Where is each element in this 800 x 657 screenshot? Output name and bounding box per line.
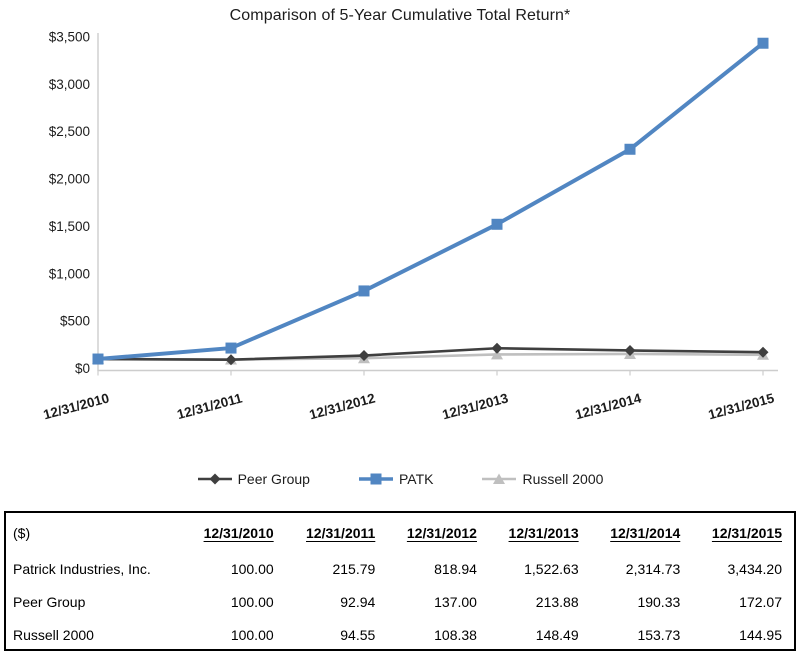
square-marker-icon — [370, 473, 382, 485]
x-axis-label: 12/31/2010 — [42, 390, 111, 422]
square-marker-icon — [491, 218, 503, 230]
triangle-marker-icon — [491, 348, 503, 360]
chart-title: Comparison of 5-Year Cumulative Total Re… — [229, 7, 571, 24]
chart-legend: Peer Group PATK Russell 2000 — [0, 471, 800, 487]
square-marker-icon — [358, 473, 393, 485]
chart-canvas: $0 $500 $1,000 $1,500 $2,000 $2,500 $3,000 $3,5… — [42, 30, 778, 422]
square-marker-icon — [757, 37, 769, 49]
y-axis-label: $1,000 — [49, 266, 90, 281]
diamond-marker-icon — [757, 346, 769, 358]
table-cell: 144.95 — [739, 626, 782, 643]
row-label: Russell 2000 — [13, 626, 94, 643]
square-marker-icon — [624, 143, 636, 155]
y-axis-label: $3,000 — [49, 77, 90, 92]
table-column-header: 12/31/2014 — [610, 524, 681, 541]
table-row: Peer Group 100.00 92.94 137.00 213.88 190.33 1… — [6, 585, 794, 618]
diamond-marker-icon — [209, 473, 221, 485]
square-marker-icon — [92, 353, 104, 365]
y-axis-label: $2,000 — [49, 172, 90, 187]
series-patk — [92, 37, 769, 365]
legend-label: PATK — [398, 471, 434, 487]
square-marker-icon — [358, 285, 370, 297]
triangle-marker-icon — [493, 473, 506, 484]
table-cell: 172.07 — [739, 593, 782, 610]
table-cell: 100.00 — [230, 593, 274, 610]
legend-label: Russell 2000 — [522, 471, 604, 487]
table-cell: 137.00 — [434, 593, 477, 610]
x-axis-label: 12/31/2015 — [707, 390, 777, 422]
table-cell: 213.88 — [535, 593, 579, 610]
legend-item-russell-2000: Russell 2000 — [481, 471, 603, 487]
table-cell: 100.00 — [230, 560, 274, 577]
y-axis-label: $2,500 — [49, 124, 90, 139]
x-axis-label: 12/31/2013 — [441, 390, 511, 422]
y-axis-label: $500 — [60, 314, 90, 329]
diamond-marker-icon — [225, 354, 237, 366]
table-cell: 3,434.20 — [727, 560, 783, 577]
table-cell: 1,522.63 — [524, 560, 579, 577]
table-column-header: 12/31/2013 — [508, 524, 579, 541]
table-cell: 818.94 — [434, 560, 477, 577]
x-axis-label: 12/31/2012 — [308, 390, 377, 422]
table-cell: 94.55 — [340, 626, 376, 643]
table-row: Russell 2000 100.00 94.55 108.38 148.49 153.7… — [6, 618, 794, 651]
legend-item-patk: PATK — [358, 471, 434, 487]
series-line — [96, 346, 765, 361]
table-cell: 2,314.73 — [625, 560, 681, 577]
legend-label: Peer Group — [237, 471, 310, 487]
performance-table: ($) 12/31/2010 12/31/2011 12/31/2012 12/31/… — [4, 511, 796, 651]
legend-item-peer-group: Peer Group — [197, 471, 310, 487]
triangle-marker-icon — [482, 473, 517, 484]
table-column-header: 12/31/2010 — [203, 524, 274, 541]
table-cell: 190.33 — [637, 593, 681, 610]
table-unit-label: ($) — [13, 524, 31, 541]
table-cell: 148.49 — [535, 626, 579, 643]
y-axis-label: $0 — [75, 361, 90, 376]
x-axis-label: 12/31/2011 — [175, 390, 244, 422]
table-cell: 215.79 — [332, 560, 376, 577]
table-column-header: 12/31/2015 — [711, 524, 782, 541]
table-column-header: 12/31/2011 — [306, 524, 376, 541]
performance-table-body: Patrick Industries, Inc. 100.00 215.79 818.… — [6, 552, 794, 651]
table-cell: 108.38 — [434, 626, 477, 643]
row-label: Peer Group — [13, 593, 86, 610]
y-axis-label: $3,500 — [49, 30, 90, 45]
y-axis-label: $1,500 — [49, 219, 90, 234]
row-label: Patrick Industries, Inc. — [13, 560, 151, 577]
square-marker-icon — [225, 342, 237, 354]
table-row: Patrick Industries, Inc. 100.00 215.79 818.… — [6, 552, 794, 585]
x-axis-label: 12/31/2014 — [574, 390, 644, 422]
table-column-header: 12/31/2012 — [406, 524, 477, 541]
series-line — [96, 41, 765, 362]
table-cell: 153.73 — [637, 626, 681, 643]
diamond-marker-icon — [358, 350, 370, 362]
table-cell: 92.94 — [340, 593, 376, 610]
diamond-marker-icon — [491, 342, 503, 354]
table-header-row: ($) 12/31/2010 12/31/2011 12/31/2012 12/31/… — [6, 513, 794, 552]
diamond-marker-icon — [624, 344, 636, 356]
table-cell: 100.00 — [230, 626, 274, 643]
diamond-marker-icon — [197, 473, 232, 485]
